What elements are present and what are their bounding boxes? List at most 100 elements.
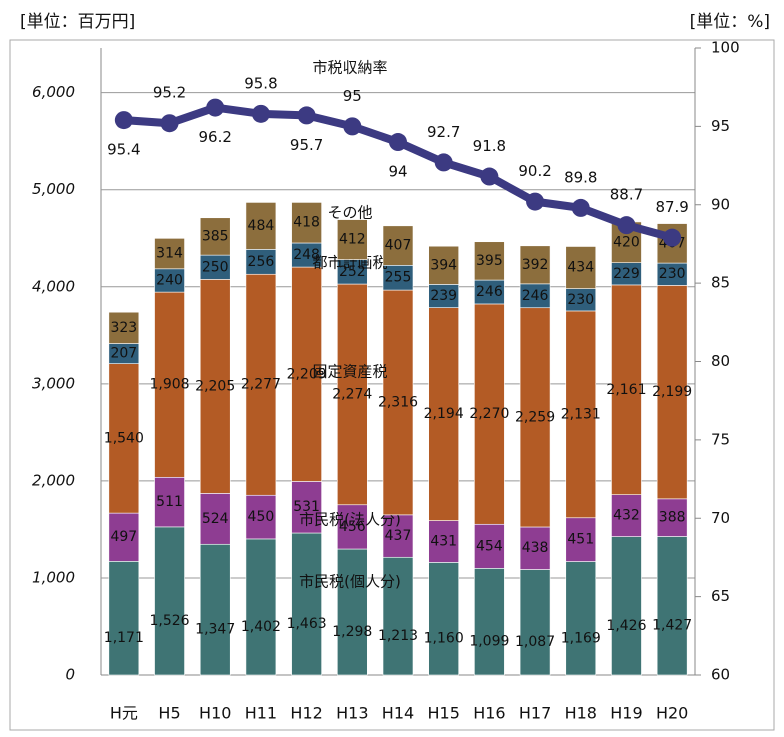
legend-label: 市税収納率 xyxy=(312,59,387,77)
x-tick-label: H17 xyxy=(519,704,551,723)
data-label: 438 xyxy=(522,540,549,556)
data-label: 2,259 xyxy=(515,409,555,425)
rate-label: 95.8 xyxy=(244,74,277,92)
data-label: 434 xyxy=(567,260,594,276)
bar-segment xyxy=(245,273,277,496)
x-tick-label: H14 xyxy=(382,704,414,723)
bar-segment xyxy=(108,561,140,676)
rate-label: 89.8 xyxy=(564,168,597,186)
bar-segment xyxy=(611,536,642,676)
data-label: 256 xyxy=(248,254,275,270)
bar-segment xyxy=(519,307,551,528)
bar-segment xyxy=(519,569,551,676)
y-tick-label: 0 xyxy=(65,666,75,684)
rate-label: 95.4 xyxy=(107,141,140,159)
data-label: 431 xyxy=(430,533,457,549)
data-label: 497 xyxy=(110,529,137,545)
bar-segment xyxy=(108,512,140,562)
x-tick-label: H11 xyxy=(245,704,277,723)
bar-segment xyxy=(474,523,505,569)
data-label: 2,209 xyxy=(287,366,327,382)
data-label: 392 xyxy=(522,257,549,273)
data-label: 239 xyxy=(430,288,457,304)
bar-segment xyxy=(382,514,414,558)
data-label: 418 xyxy=(293,215,320,231)
x-tick-label: H15 xyxy=(427,704,459,723)
x-tick-label: H12 xyxy=(290,704,322,723)
rate-point xyxy=(663,228,682,247)
bar-segment xyxy=(428,562,459,676)
bar-segment xyxy=(519,245,551,285)
data-label: 1,426 xyxy=(606,618,646,634)
data-label: 511 xyxy=(156,494,183,510)
data-label: 2,316 xyxy=(378,394,418,410)
legend-label: 固定資産税 xyxy=(312,363,387,381)
data-label: 2,199 xyxy=(652,384,692,400)
rate-point xyxy=(617,216,636,235)
data-label: 250 xyxy=(202,259,229,275)
bar-segment xyxy=(337,504,368,550)
bar-segment xyxy=(382,289,414,516)
rate-label: 92.7 xyxy=(427,123,460,141)
bar-segment xyxy=(199,493,231,545)
rate-label: 95.2 xyxy=(153,84,186,102)
data-label: 1,463 xyxy=(287,616,327,632)
frame xyxy=(9,39,775,731)
bar-segment xyxy=(291,202,322,244)
data-label: 1,169 xyxy=(561,630,601,646)
bar-segment xyxy=(108,311,140,344)
y-tick-label: 6,000 xyxy=(32,83,75,101)
rate-point xyxy=(343,117,362,136)
bar-segment xyxy=(428,245,459,285)
bar-segment xyxy=(656,285,688,500)
bar-segment xyxy=(611,284,642,495)
data-label: 1,526 xyxy=(149,613,189,629)
bar-segment xyxy=(199,543,231,676)
bar-segment xyxy=(337,548,368,676)
rate-label: 91.8 xyxy=(473,137,506,155)
data-label: 388 xyxy=(659,510,686,526)
y2-tick-label: 60 xyxy=(711,666,730,684)
data-label: 1,087 xyxy=(515,634,555,650)
rate-point xyxy=(389,133,407,152)
y2-tick-label: 65 xyxy=(711,587,730,605)
x-tick-label: H20 xyxy=(656,704,688,723)
rate-point xyxy=(206,98,225,117)
bar-segment xyxy=(337,283,368,506)
bar-segment xyxy=(428,307,459,521)
data-label: 484 xyxy=(248,218,275,234)
data-label: 531 xyxy=(293,499,320,515)
y2-tick-label: 95 xyxy=(711,117,730,135)
bar-segment xyxy=(611,494,642,537)
rate-point xyxy=(526,192,545,211)
y2-tick-label: 100 xyxy=(711,39,740,57)
legend-label: その他 xyxy=(327,204,372,222)
data-label: 450 xyxy=(248,509,275,525)
data-label: 2,131 xyxy=(561,406,601,422)
data-label: 2,270 xyxy=(469,406,509,422)
data-label: 314 xyxy=(156,246,183,262)
bar-segment xyxy=(382,225,414,266)
bar-segment xyxy=(199,254,231,280)
y-unit-label: [単位：百万円] xyxy=(20,12,135,32)
data-label: 395 xyxy=(476,253,503,269)
y-tick-label: 2,000 xyxy=(32,471,75,489)
data-label: 437 xyxy=(385,528,412,544)
legend-label: 都市計画税 xyxy=(312,254,387,272)
y-tick-label: 4,000 xyxy=(32,277,75,295)
data-label: 407 xyxy=(385,238,412,254)
bar-segment xyxy=(154,238,185,270)
data-label: 230 xyxy=(659,266,686,282)
data-label: 385 xyxy=(202,228,229,244)
data-label: 420 xyxy=(613,234,640,250)
data-label: 2,161 xyxy=(606,382,646,398)
y-tick-label: 1,000 xyxy=(32,568,75,586)
bar-segment xyxy=(565,246,597,289)
data-label: 432 xyxy=(613,508,640,524)
data-label: 456 xyxy=(339,519,366,535)
data-label: 1,171 xyxy=(104,630,144,646)
rate-point xyxy=(160,114,179,133)
data-label: 451 xyxy=(567,532,594,548)
bar-segment xyxy=(199,217,231,256)
data-label: 2,274 xyxy=(332,386,372,402)
